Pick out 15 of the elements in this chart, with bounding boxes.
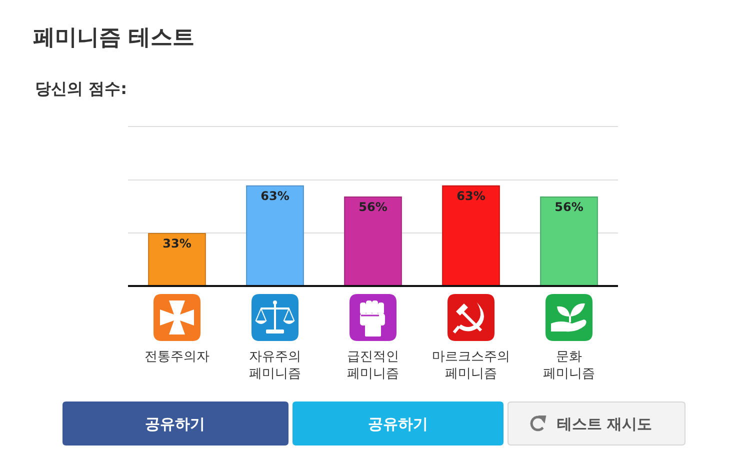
data-label: 63% [456, 188, 486, 203]
text: 공유하기 [145, 415, 205, 433]
x-tick-label: 자유주의 페미니즘 [249, 350, 301, 382]
data-label: 56% [358, 200, 388, 214]
data-label: 56% [554, 200, 584, 214]
x-tick-label: 급진적인 페미니즘 [347, 350, 399, 382]
chart-subtitle: 당신의 점수: [35, 79, 127, 98]
data-label: 33% [162, 236, 192, 251]
text: 테스트 재시도 [557, 415, 652, 433]
x-tick-label: 전통주의자 [144, 350, 210, 365]
text: 공유하기 [368, 415, 428, 433]
x-tick-label: 마르크스주의 페미니즘 [432, 350, 510, 382]
x-tick-label: 문화 페미니즘 [543, 350, 595, 382]
chart-title: 페미니즘 테스트 [33, 26, 195, 51]
data-label: 63% [260, 188, 290, 203]
